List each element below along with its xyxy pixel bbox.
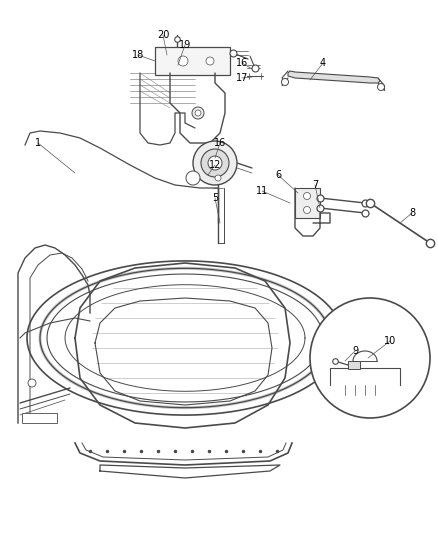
- Bar: [22, 413, 57, 423]
- Circle shape: [304, 206, 311, 214]
- Circle shape: [201, 149, 229, 177]
- Bar: [348, 361, 360, 369]
- Text: 1: 1: [35, 138, 41, 148]
- Text: 7: 7: [312, 180, 318, 190]
- Circle shape: [28, 379, 36, 387]
- Bar: [155, 47, 230, 75]
- Circle shape: [186, 171, 200, 185]
- Circle shape: [193, 141, 237, 185]
- Text: 8: 8: [409, 208, 415, 218]
- Text: 16: 16: [236, 58, 248, 68]
- Circle shape: [310, 298, 430, 418]
- Text: 12: 12: [209, 160, 221, 170]
- Text: 19: 19: [179, 40, 191, 50]
- Circle shape: [178, 56, 188, 66]
- Circle shape: [208, 156, 222, 170]
- Text: 20: 20: [157, 30, 169, 40]
- Bar: [295, 188, 320, 218]
- Text: 10: 10: [384, 336, 396, 346]
- Text: 9: 9: [352, 346, 358, 356]
- Text: 18: 18: [132, 50, 144, 60]
- Circle shape: [378, 84, 385, 91]
- Text: 4: 4: [320, 58, 326, 68]
- Text: 17: 17: [236, 73, 248, 83]
- Polygon shape: [288, 71, 380, 83]
- Text: 11: 11: [256, 186, 268, 196]
- Circle shape: [215, 175, 221, 181]
- Circle shape: [282, 78, 289, 85]
- Text: 5: 5: [212, 193, 218, 203]
- Circle shape: [304, 192, 311, 199]
- Text: 16: 16: [214, 138, 226, 148]
- Circle shape: [206, 57, 214, 65]
- Circle shape: [192, 107, 204, 119]
- Text: 6: 6: [275, 170, 281, 180]
- Circle shape: [195, 110, 201, 116]
